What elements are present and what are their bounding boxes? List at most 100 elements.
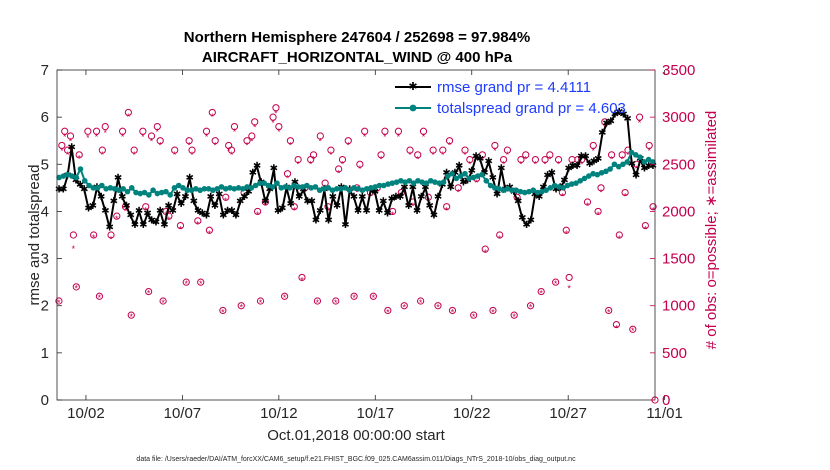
obs-assimilated-point: * xyxy=(69,137,73,147)
x-axis-label: Oct.01,2018 00:00:00 start xyxy=(267,427,445,444)
rmse-point: ✱ xyxy=(68,142,76,153)
spread-point xyxy=(316,187,323,194)
rmse-point: ✱ xyxy=(324,215,332,226)
obs-assimilated-point: * xyxy=(623,191,627,201)
obs-assimilated-point: * xyxy=(259,298,263,308)
spread-point xyxy=(205,186,212,192)
rmse-point: ✱ xyxy=(468,166,476,177)
spread-point xyxy=(197,187,203,194)
rmse-point: ✱ xyxy=(261,197,269,208)
rmse-point: ✱ xyxy=(426,201,434,212)
obs-assimilated-point: * xyxy=(77,154,81,164)
rmse-point: ✱ xyxy=(535,192,543,203)
spread-point xyxy=(210,187,216,194)
obs-possible-point xyxy=(95,292,104,300)
obs-assimilated-point: * xyxy=(375,188,379,198)
spread-point xyxy=(218,184,225,190)
y-right-tick-label: 3500 xyxy=(662,62,695,79)
spread-point xyxy=(637,154,643,161)
spread-point xyxy=(137,190,144,197)
spread-point xyxy=(650,159,656,165)
spread-point xyxy=(645,156,652,163)
rmse-point: ✱ xyxy=(564,164,572,175)
spread-point xyxy=(457,173,464,179)
obs-possible-point xyxy=(127,311,135,319)
spread-point xyxy=(274,180,280,186)
obs-assimilated-point: * xyxy=(363,132,367,142)
obs-assimilated-point: * xyxy=(372,293,376,303)
rmse-point: ✱ xyxy=(531,189,539,200)
obs-possible-point xyxy=(406,146,414,154)
spread-point xyxy=(312,184,319,190)
spread-point xyxy=(351,185,357,191)
rmse-point: ✱ xyxy=(388,194,396,205)
obs-possible-point xyxy=(531,155,540,164)
obs-assimilated-point: * xyxy=(274,108,278,118)
rmse-point: ✱ xyxy=(362,206,370,217)
obs-possible-point xyxy=(188,146,196,154)
rmse-point: ✱ xyxy=(139,220,147,231)
obs-possible-point xyxy=(629,325,637,333)
obs-possible-point xyxy=(283,170,292,178)
obs-assimilated-point: * xyxy=(141,132,145,142)
spread-point xyxy=(363,186,370,192)
y-right-tick-label: 1000 xyxy=(662,298,695,315)
spread-point xyxy=(286,185,293,191)
obs-possible-point xyxy=(202,127,211,135)
spread-point xyxy=(321,186,327,192)
rmse-point: ✱ xyxy=(375,206,383,217)
obs-possible-point xyxy=(75,151,83,159)
obs-assimilated-point: * xyxy=(441,150,445,160)
rmse-point: ✱ xyxy=(274,206,282,217)
obs-possible-point xyxy=(332,297,340,305)
spread-point xyxy=(227,185,233,191)
rmse-point: ✱ xyxy=(417,192,425,203)
obs-possible-point xyxy=(254,207,262,216)
rmse-point: ✱ xyxy=(278,204,286,215)
x-tick-label: 10/02 xyxy=(67,405,105,422)
obs-assimilated-point: * xyxy=(60,146,64,156)
obs-possible-point xyxy=(649,203,657,211)
obs-possible-point xyxy=(594,207,602,216)
spread-point xyxy=(116,187,122,194)
rmse-point: ✱ xyxy=(640,164,648,175)
obs-assimilated-point: * xyxy=(445,205,449,215)
obs-assimilated-point: * xyxy=(124,206,128,216)
obs-possible-point xyxy=(327,146,335,154)
obs-assimilated-point: * xyxy=(208,229,212,239)
y-tick-label: 3 xyxy=(41,251,49,268)
spread-point xyxy=(338,186,344,192)
obs-possible-point xyxy=(384,306,392,315)
spread-point xyxy=(406,177,413,184)
spread-point xyxy=(521,189,528,196)
obs-possible-point xyxy=(562,226,570,234)
spread-point xyxy=(150,187,156,194)
spread-point xyxy=(402,179,408,185)
obs-assimilated-point: * xyxy=(283,293,287,303)
rmse-point: ✱ xyxy=(76,180,84,191)
spread-point xyxy=(180,185,186,191)
rmse-point: ✱ xyxy=(518,213,526,224)
obs-possible-point xyxy=(294,155,302,164)
x-axis-ticks: 10/02 10/07 10/12 10/17 10/22 10/27 11/01 xyxy=(67,70,683,422)
y-right-tick-label: 0 xyxy=(662,392,670,409)
obs-possible-point xyxy=(281,292,289,300)
rmse-point: ✱ xyxy=(303,197,311,208)
obs-possible-point xyxy=(510,311,518,319)
spread-point xyxy=(222,186,229,192)
rmse-point: ✱ xyxy=(148,215,156,226)
obs-assimilated-point: * xyxy=(121,132,125,142)
obs-assimilated-point: * xyxy=(369,191,373,201)
rmse-point: ✱ xyxy=(451,168,459,179)
rmse-point: ✱ xyxy=(489,173,497,184)
spread-point xyxy=(389,180,396,186)
obs-assimilated-point: * xyxy=(607,307,611,317)
obs-assimilated-point: * xyxy=(539,288,543,298)
rmse-point: ✱ xyxy=(392,192,400,203)
spread-point xyxy=(393,179,400,185)
spread-point xyxy=(632,152,639,158)
rmse-point: ✱ xyxy=(632,171,640,182)
y-axis-ticks: 0 1 2 3 4 5 6 7 xyxy=(41,62,62,409)
y-axis-label: rmse and totalspread xyxy=(26,165,43,306)
